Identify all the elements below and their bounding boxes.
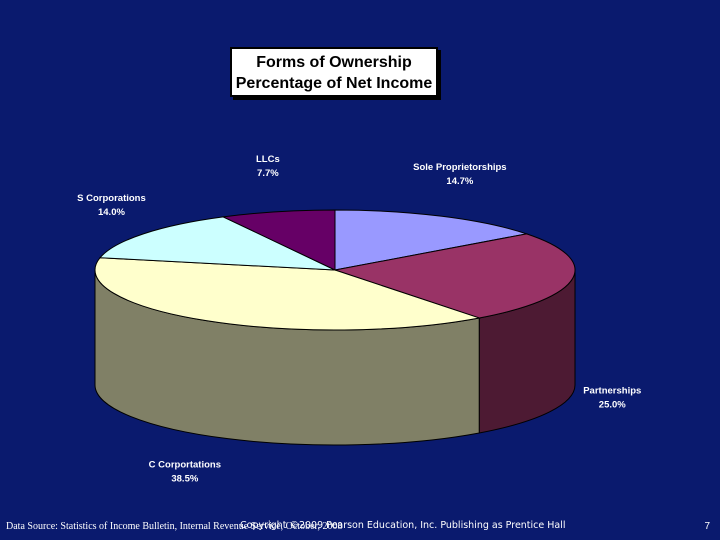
chart-title-line-1: Forms of Ownership (256, 54, 412, 71)
slice-label-sole-proprietorships: Sole Proprietorships (413, 162, 506, 173)
chart-title-line-2: Percentage of Net Income (235, 75, 433, 92)
slice-label-c-corportations: C Corportations (149, 460, 221, 471)
slice-value-s-corporations: 14.0% (98, 207, 125, 218)
slice-value-sole-proprietorships: 14.7% (446, 176, 473, 187)
copyright-notice: Copyright ©2009 Pearson Education, Inc. … (240, 520, 566, 531)
pie-slice-partnerships (333, 233, 576, 319)
pie-slice-llcs (221, 209, 336, 271)
page-number: 7 (704, 521, 710, 532)
slice-label-llcs: LLCs (256, 154, 280, 165)
slice-value-c-corportations: 38.5% (171, 474, 198, 485)
pie-slice-c-corportations (94, 257, 482, 331)
slice-value-llcs: 7.7% (257, 168, 279, 179)
data-source-note: Data Source: Statistics of Income Bullet… (6, 521, 343, 532)
pie-slice-s-corporations (99, 216, 336, 271)
slice-value-partnerships: 25.0% (599, 400, 626, 411)
slice-label-partnerships: Partnerships (583, 386, 641, 397)
slice-label-s-corporations: S Corporations (77, 193, 146, 204)
pie-slice-sole-proprietorships (334, 209, 529, 271)
chart-title-box: Forms of Ownership Percentage of Net Inc… (230, 47, 438, 97)
